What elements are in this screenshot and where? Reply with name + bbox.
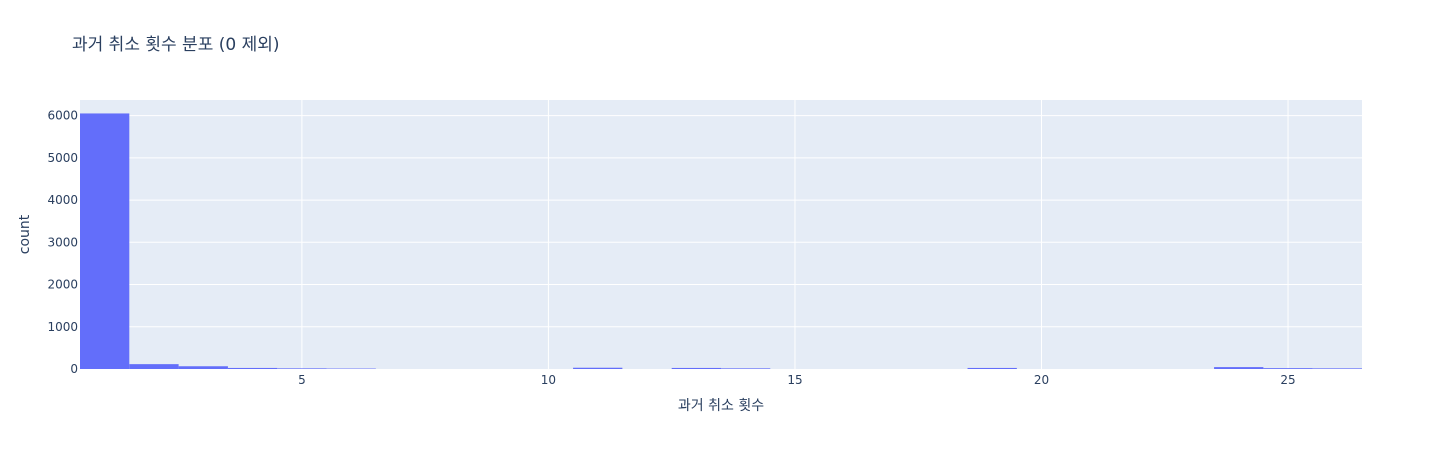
- y-tick-label: 6000: [47, 109, 78, 123]
- x-tick-label: 25: [1280, 373, 1295, 387]
- chart-title: 과거 취소 횟수 분포 (0 제외): [72, 35, 280, 55]
- x-axis-ticks: 5 10 15 20 25: [298, 373, 1296, 387]
- y-tick-label: 2000: [47, 278, 78, 292]
- histogram-bar: [573, 367, 623, 369]
- x-axis-label: 과거 취소 횟수: [678, 398, 764, 414]
- histogram-bar: [227, 367, 278, 369]
- y-tick-label: 3000: [47, 235, 78, 249]
- x-tick-label: 20: [1034, 373, 1049, 387]
- histogram-bar: [129, 364, 179, 369]
- x-tick-label: 10: [541, 373, 556, 387]
- x-tick-label: 5: [298, 373, 306, 387]
- bars: [80, 113, 1362, 370]
- x-tick-label: 15: [787, 373, 802, 387]
- y-axis-ticks: 0 1000 2000 3000 4000 5000 6000: [47, 109, 78, 376]
- histogram-bar: [1312, 368, 1362, 369]
- gridlines: [80, 100, 1362, 369]
- y-tick-label: 0: [70, 362, 78, 376]
- plot-background: [80, 100, 1362, 369]
- y-tick-label: 5000: [47, 151, 78, 165]
- histogram-bar: [1214, 367, 1264, 369]
- histogram-bar: [277, 368, 327, 369]
- histogram-bar: [80, 113, 130, 370]
- histogram-bar: [1263, 368, 1313, 369]
- histogram-bar: [178, 366, 228, 369]
- y-tick-label: 4000: [47, 193, 78, 207]
- y-axis-label: count: [17, 214, 33, 254]
- histogram-bar: [671, 367, 721, 369]
- histogram-bar: [967, 367, 1017, 369]
- histogram-bar: [721, 368, 771, 369]
- y-tick-label: 1000: [47, 320, 78, 334]
